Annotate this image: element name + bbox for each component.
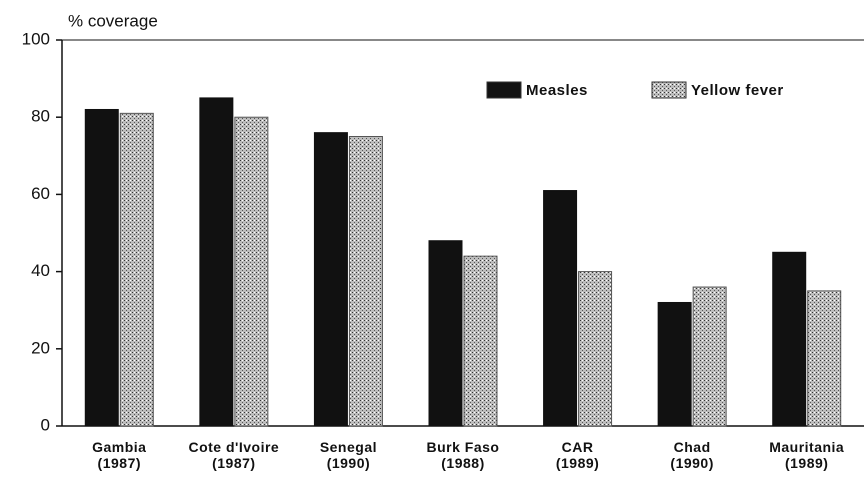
legend-label: Yellow fever <box>691 82 784 99</box>
legend-label: Measles <box>526 82 588 99</box>
bar <box>84 108 119 427</box>
x-tick-line: Chad <box>674 439 711 455</box>
x-tick-line: (1989) <box>556 455 599 471</box>
x-tick-line: Mauritania <box>769 439 844 455</box>
bar <box>463 255 498 427</box>
x-tick-line: (1990) <box>327 455 370 471</box>
bar <box>199 97 234 427</box>
bar <box>543 190 578 427</box>
x-tick-label: Gambia (1987) <box>92 439 146 471</box>
y-tick-label: 20 <box>31 338 50 357</box>
bar <box>348 136 383 427</box>
x-tick-line: Cote d'Ivoire <box>188 439 279 455</box>
y-tick-label: 80 <box>31 107 50 126</box>
bar <box>657 301 692 427</box>
y-tick-label: 0 <box>41 415 50 434</box>
x-tick-label: Cote d'Ivoire (1987) <box>188 439 279 471</box>
bar <box>234 116 269 427</box>
x-tick-line: (1990) <box>670 455 713 471</box>
y-axis-label: % coverage <box>68 11 158 30</box>
bar <box>119 112 154 427</box>
x-tick-line: (1987) <box>212 455 255 471</box>
x-tick-line: Gambia <box>92 439 146 455</box>
x-tick-label: Chad (1990) <box>670 439 713 471</box>
x-tick-label: Burk Faso (1988) <box>427 439 500 471</box>
bar <box>807 290 842 427</box>
x-tick-line: (1989) <box>785 455 828 471</box>
bar <box>313 132 348 427</box>
y-tick-label: 100 <box>22 29 50 48</box>
y-tick-label: 40 <box>31 261 50 280</box>
bar <box>428 240 463 427</box>
x-tick-line: CAR <box>562 439 594 455</box>
legend-swatch <box>651 81 687 99</box>
x-tick-line: (1987) <box>98 455 141 471</box>
bar <box>772 251 807 427</box>
legend-swatch <box>486 81 522 99</box>
x-tick-label: Senegal (1990) <box>320 439 377 471</box>
x-tick-line: Senegal <box>320 439 377 455</box>
x-tick-label: Mauritania (1989) <box>769 439 844 471</box>
bar <box>578 271 613 427</box>
x-tick-line: (1988) <box>441 455 484 471</box>
x-tick-label: CAR (1989) <box>556 439 599 471</box>
y-tick-label: 60 <box>31 184 50 203</box>
x-tick-line: Burk Faso <box>427 439 500 455</box>
bar <box>692 286 727 427</box>
